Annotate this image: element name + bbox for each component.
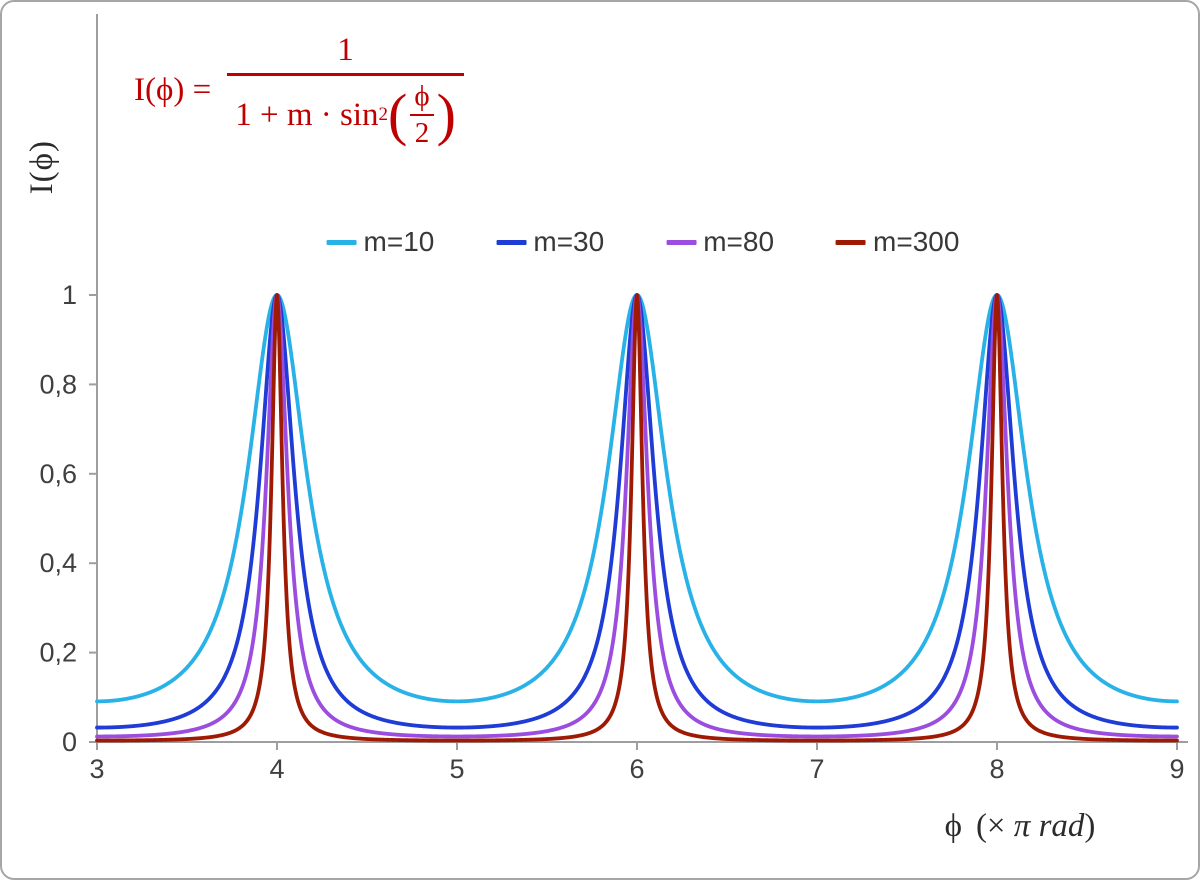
formula-annotation: I(ϕ) = 1 1 + m · sin 2 ( ϕ 2 ) [134, 32, 464, 148]
y-tick-label: 0,4 [39, 548, 77, 578]
y-tick-label: 0 [62, 727, 77, 757]
y-tick-label: 0,2 [39, 638, 77, 668]
legend-swatch [326, 239, 357, 245]
legend-label: m=30 [533, 226, 605, 257]
x-tick-label: 3 [89, 754, 104, 784]
x-tick-label: 9 [1169, 754, 1184, 784]
legend-item-m-300: m=300 [836, 226, 959, 258]
formula-inner-numerator: ϕ [414, 80, 430, 113]
legend-label: m=300 [873, 226, 960, 257]
legend-label: m=80 [703, 226, 775, 257]
formula-fraction: 1 1 + m · sin 2 ( ϕ 2 ) [227, 32, 464, 148]
formula-den-text: 1 + m · sin [235, 97, 379, 134]
x-tick-label: 7 [809, 754, 824, 784]
legend-swatch [666, 239, 697, 245]
formula-inner-fraction: ϕ 2 [409, 80, 435, 148]
x-axis-title: ϕ (× π rad) [870, 808, 1170, 845]
x-tick-label: 4 [269, 754, 284, 784]
formula-paren-open: ( [387, 82, 408, 148]
x-tick-label: 8 [989, 754, 1004, 784]
series-line-m-30 [95, 293, 1179, 730]
x-tick-label: 5 [449, 754, 464, 784]
y-axis-title: I(ϕ) [24, 140, 60, 195]
series-line-m-300 [95, 293, 1179, 743]
legend-swatch [836, 239, 867, 245]
x-axis-title-open: (× [975, 808, 1014, 844]
legend-item-m-80: m=80 [666, 226, 774, 258]
formula-numerator: 1 [337, 32, 354, 68]
y-tick-label: 1 [62, 280, 77, 310]
x-axis-title-phi: ϕ [944, 808, 962, 844]
y-tick-label: 0,6 [39, 459, 77, 489]
formula-paren-close: ) [436, 82, 456, 148]
x-tick-label: 6 [629, 754, 644, 784]
series-line-m-80 [95, 293, 1179, 739]
legend-item-m-10: m=10 [326, 226, 435, 258]
formula-denominator: 1 + m · sin 2 ( ϕ 2 ) [227, 73, 464, 148]
legend-item-m-30: m=30 [496, 226, 604, 258]
x-axis-title-close: ) [1084, 808, 1096, 844]
legend-swatch [496, 239, 527, 245]
x-axis-title-units: π rad [1013, 808, 1085, 844]
legend: m=10 m=30 m=80 m=300 [326, 226, 959, 258]
y-tick-label: 0,8 [39, 369, 77, 399]
legend-label: m=10 [363, 226, 435, 257]
formula-inner-denominator: 2 [409, 114, 435, 148]
formula-lhs: I(ϕ) = [134, 71, 212, 108]
